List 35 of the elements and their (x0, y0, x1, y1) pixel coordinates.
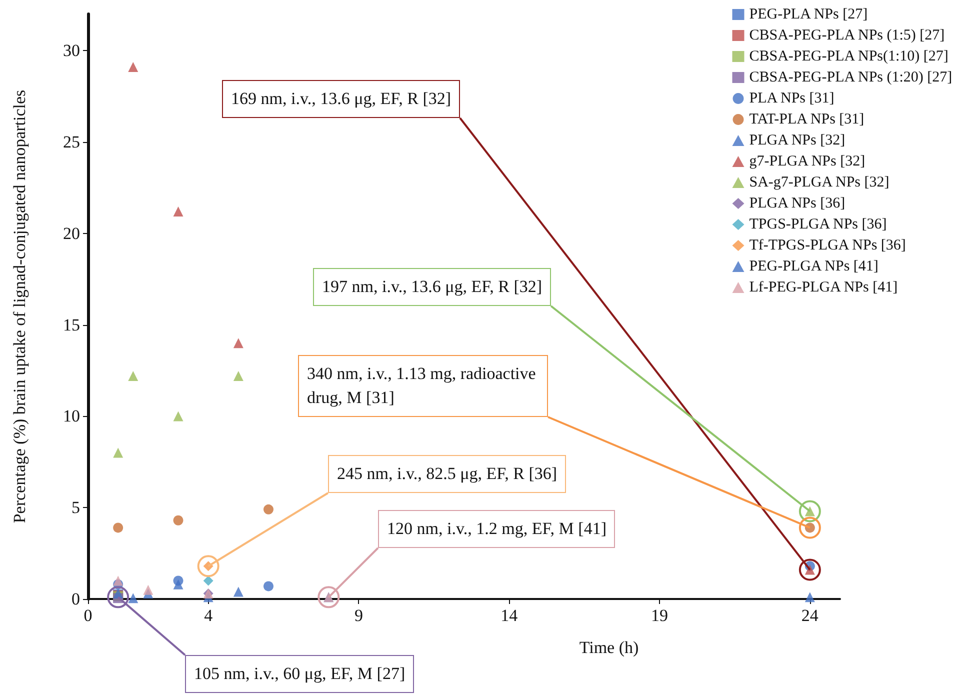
annotation: 340 nm, i.v., 1.13 mg, radioactive drug, M [31] (298, 355, 548, 417)
x-tick-label: 4 (204, 606, 214, 625)
y-axis-title: Percentage (%) brain uptake of lignad-conjugated nanoparticles (10, 90, 29, 524)
legend-label: CBSA-PEG-PLA NPs (1:20) [27] (749, 70, 952, 86)
legend-label: TAT-PLA NPs [31] (749, 112, 864, 128)
y-tick-label: 10 (63, 406, 80, 426)
y-tick-label: 20 (63, 224, 80, 243)
y-tick-label: 5 (72, 498, 80, 518)
legend-label: PLGA NPs [36] (749, 196, 846, 212)
y-tick-label: 0 (72, 590, 80, 608)
legend-label: CBSA-PEG-PLA NPs (1:5) [27] (749, 28, 945, 44)
x-tick-label: 24 (801, 606, 819, 625)
y-tick-label: 25 (63, 132, 80, 152)
x-tick-label: 19 (651, 606, 668, 625)
y-tick-label: 30 (63, 41, 80, 60)
legend-label: PEG-PLGA NPs [41] (749, 258, 878, 274)
annotation: 197 nm, i.v., 13.6 μg, EF, R [32] (313, 268, 552, 306)
x-tick-label: 0 (84, 606, 92, 625)
legend-label: Lf-PEG-PLGA NPs [41] (749, 280, 898, 296)
annotation: 120 nm, i.v., 1.2 mg, EF, M [41] (378, 510, 616, 548)
x-tick-label: 14 (500, 606, 518, 625)
legend-label: PEG-PLA NPs [27] (749, 6, 868, 22)
x-tick-label: 9 (354, 606, 363, 625)
annotation: 169 nm, i.v., 13.6 μg, EF, R [32] (222, 80, 460, 118)
legend-label: PLGA NPs [32] (749, 132, 846, 148)
legend-label: Tf-TPGS-PLGA NPs [36] (749, 238, 906, 254)
annotation: 245 nm, i.v., 82.5 μg, EF, R [36] (328, 455, 566, 493)
legend-label: PLA NPs [31] (749, 90, 834, 106)
legend-label: CBSA-PEG-PLA NPs(1:10) [27] (749, 48, 948, 64)
x-axis-title: Time (h) (579, 638, 639, 657)
legend-label: SA-g7-PLGA NPs [32] (749, 174, 890, 190)
legend-label: TPGS-PLGA NPs [36] (749, 216, 887, 232)
annotation: 105 nm, i.v., 60 μg, EF, M [27] (185, 655, 414, 693)
y-tick-label: 15 (63, 315, 80, 334)
legend-label: g7-PLGA NPs [32] (749, 154, 866, 170)
